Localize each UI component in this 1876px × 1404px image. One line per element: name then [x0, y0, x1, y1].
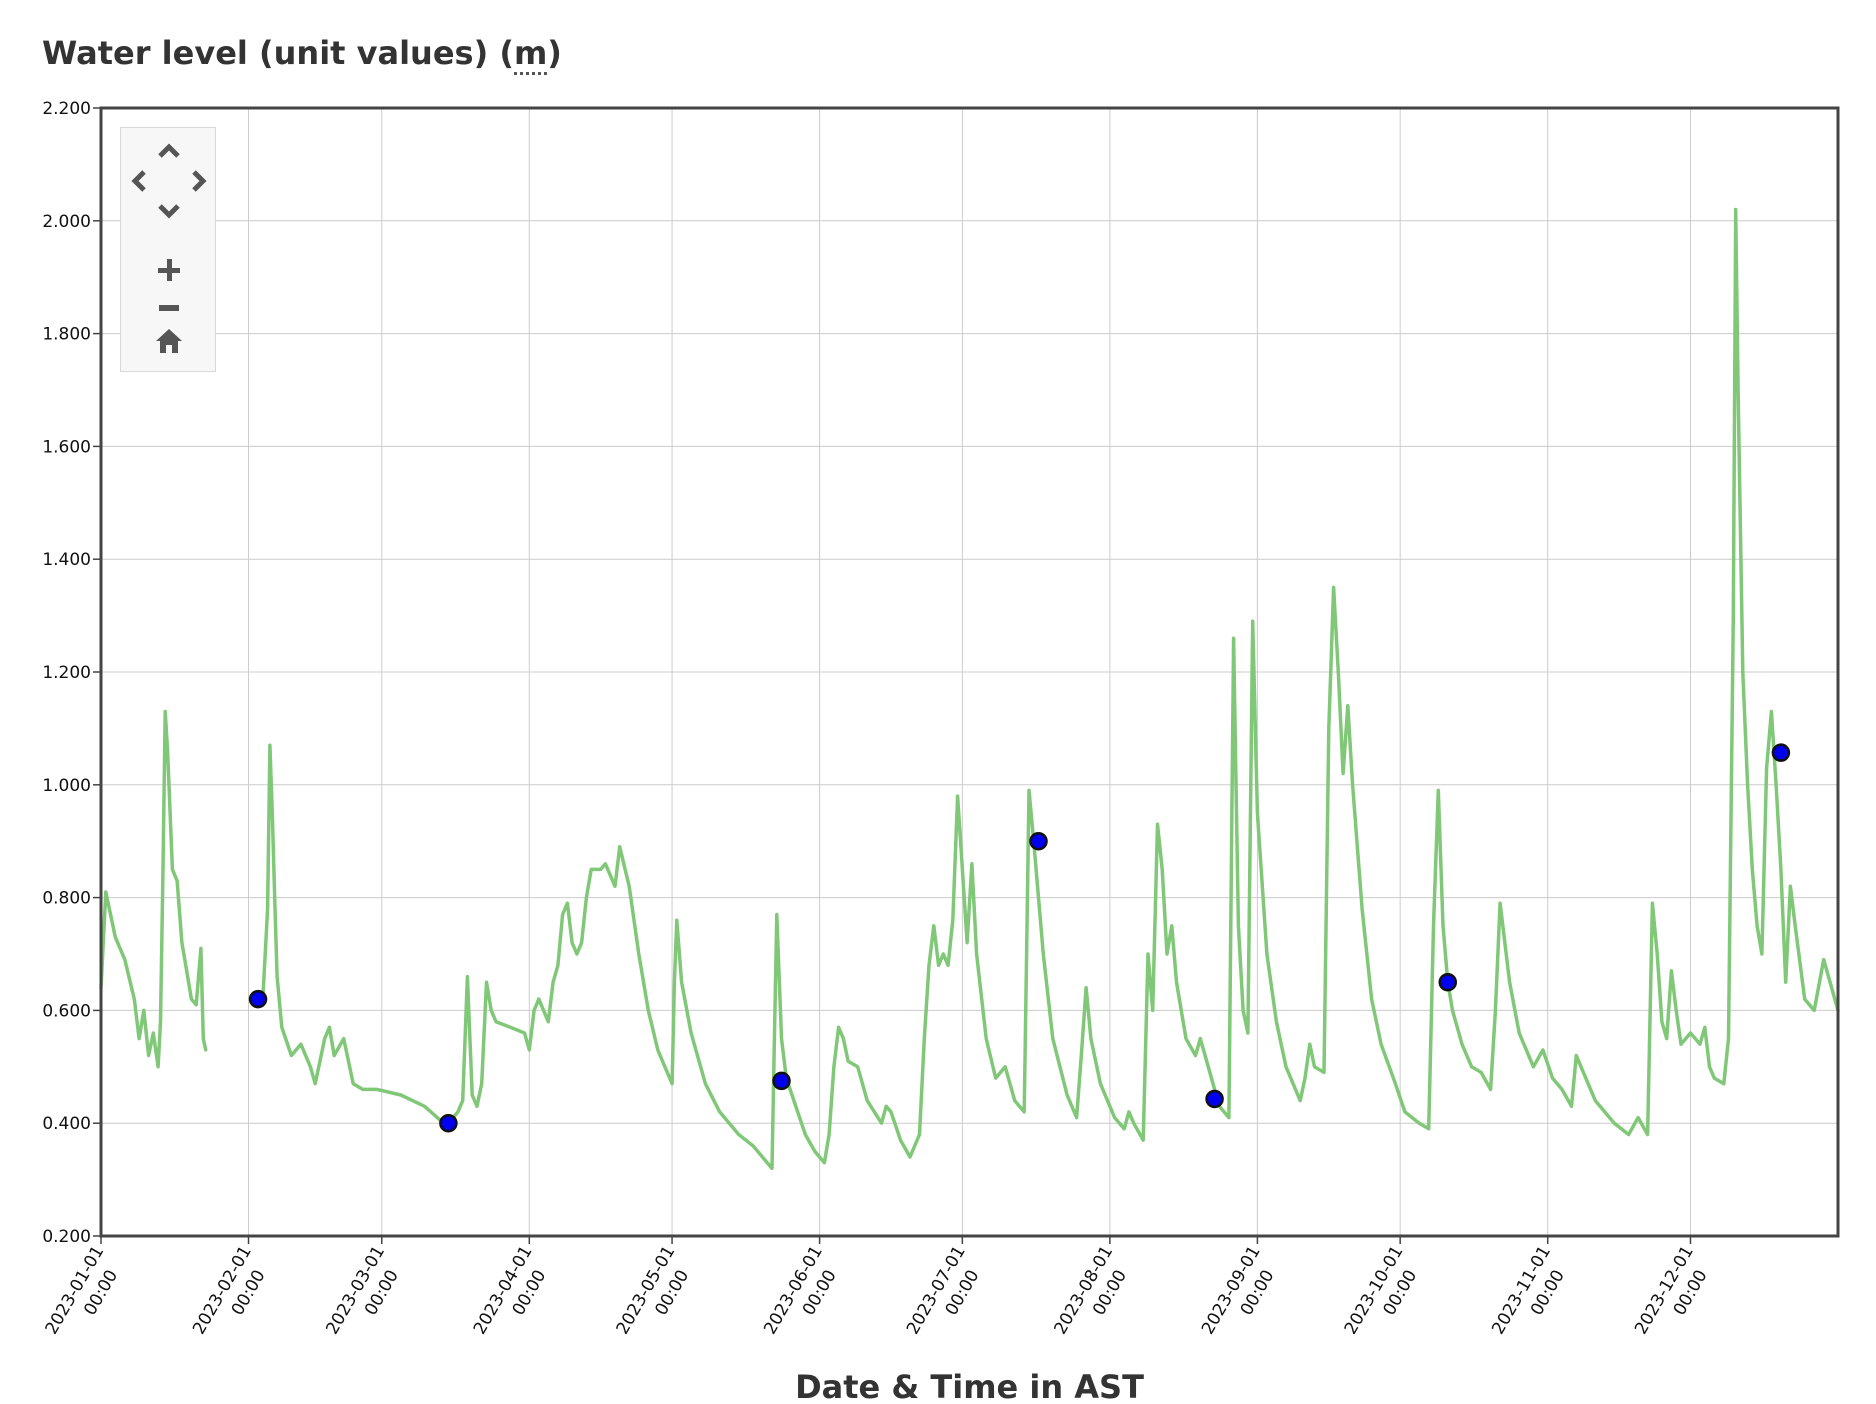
pan-down-button[interactable] [154, 196, 184, 226]
y-tick-label: 1.400 [42, 550, 91, 570]
pan-left-button[interactable] [124, 166, 154, 196]
home-icon [156, 329, 182, 353]
chart-title-close: ) [547, 34, 562, 72]
chart-title-open: ( [499, 34, 514, 72]
chart-title-text: Water level (unit values) [42, 34, 500, 72]
series-line [99, 709, 208, 1069]
minus-icon [159, 305, 179, 311]
data-point-marker [772, 1071, 791, 1091]
data-point-marker [1438, 972, 1458, 992]
navigation-panel [120, 127, 216, 372]
plot-frame [99, 106, 1840, 1238]
series-line [256, 207, 1840, 1171]
y-tick-label: 1.600 [42, 437, 91, 457]
y-tick-label: 2.000 [42, 212, 91, 232]
data-point-marker [439, 1113, 458, 1133]
chevron-up-icon [158, 143, 180, 158]
chevron-right-icon [192, 170, 207, 192]
y-tick-label: 0.800 [42, 889, 91, 909]
y-tick-label: 0.200 [42, 1227, 91, 1247]
x-axis-label: Date & Time in AST [795, 1368, 1144, 1404]
zoom-in-button[interactable] [154, 255, 184, 285]
plus-icon [158, 259, 180, 281]
y-tick-label: 2.200 [42, 99, 91, 119]
zoom-out-button[interactable] [154, 293, 184, 323]
y-tick-label: 0.400 [42, 1114, 91, 1134]
chevron-left-icon [131, 170, 146, 192]
series-group [99, 207, 1840, 1171]
y-tick-label: 1.000 [42, 776, 91, 796]
pan-right-button[interactable] [184, 166, 214, 196]
chart-title: Water level (unit values) (m) [42, 34, 562, 75]
marker-group [248, 743, 1791, 1133]
y-tick-label: 1.200 [42, 663, 91, 683]
data-point-marker [1771, 743, 1791, 762]
y-axis-tick-labels: 0.200 0.400 0.600 0.800 1.000 1.200 1.400 1.600… [42, 99, 91, 1247]
y-tick-label: 1.800 [42, 325, 91, 345]
data-point-marker [1029, 831, 1048, 851]
data-point-marker [1205, 1089, 1224, 1109]
chevron-down-icon [158, 204, 180, 219]
pan-up-button[interactable] [154, 136, 184, 166]
chart-title-unit: m [513, 34, 548, 75]
reset-home-button[interactable] [154, 326, 184, 356]
y-tick-label: 0.600 [42, 1001, 91, 1021]
data-point-marker [248, 989, 268, 1009]
